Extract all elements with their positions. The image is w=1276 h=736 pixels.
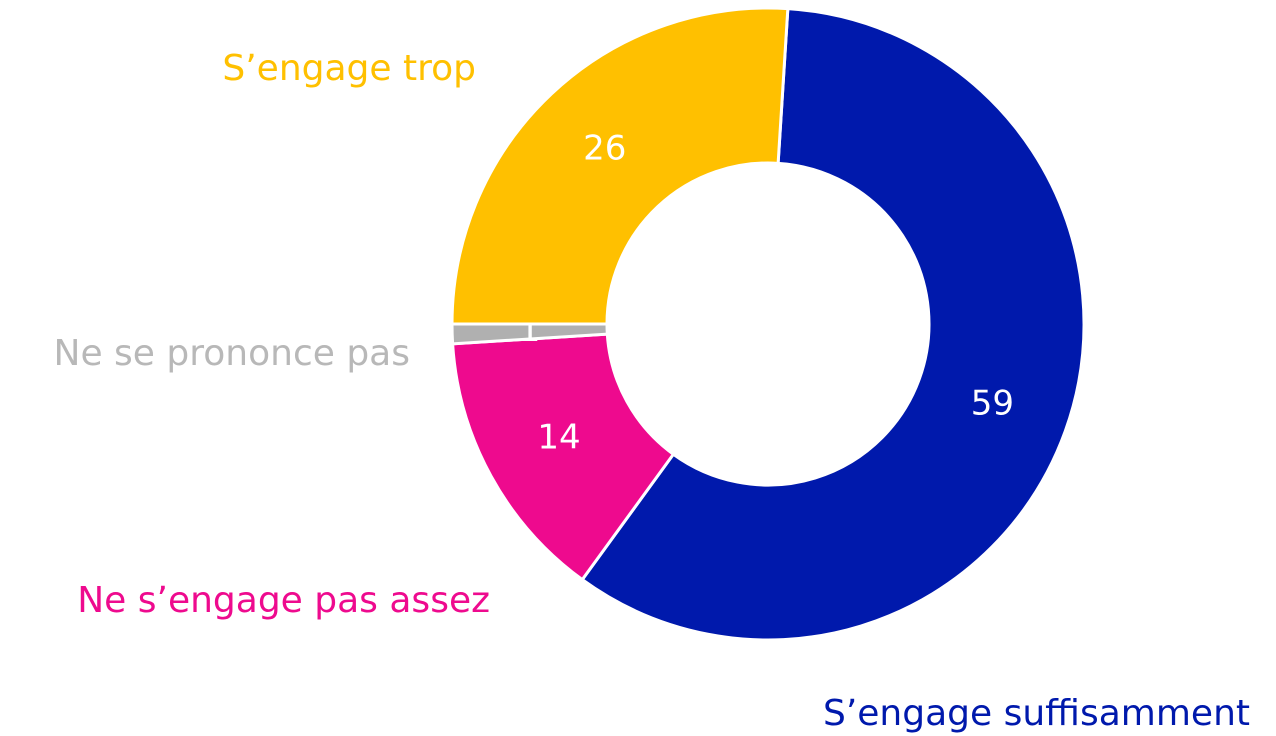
value-label: 14 — [537, 417, 580, 457]
donut-slice — [450, 6, 790, 326]
category-label: Ne se prononce pas — [54, 333, 410, 374]
value-label: 26 — [583, 129, 626, 169]
donut-slice — [580, 7, 1086, 642]
category-label: Ne s’engage pas assez — [77, 580, 490, 621]
category-label: S’engage suffisamment — [823, 693, 1250, 734]
donut-slice — [451, 332, 676, 582]
value-label: 59 — [971, 383, 1014, 423]
category-label: S’engage trop — [222, 48, 476, 89]
